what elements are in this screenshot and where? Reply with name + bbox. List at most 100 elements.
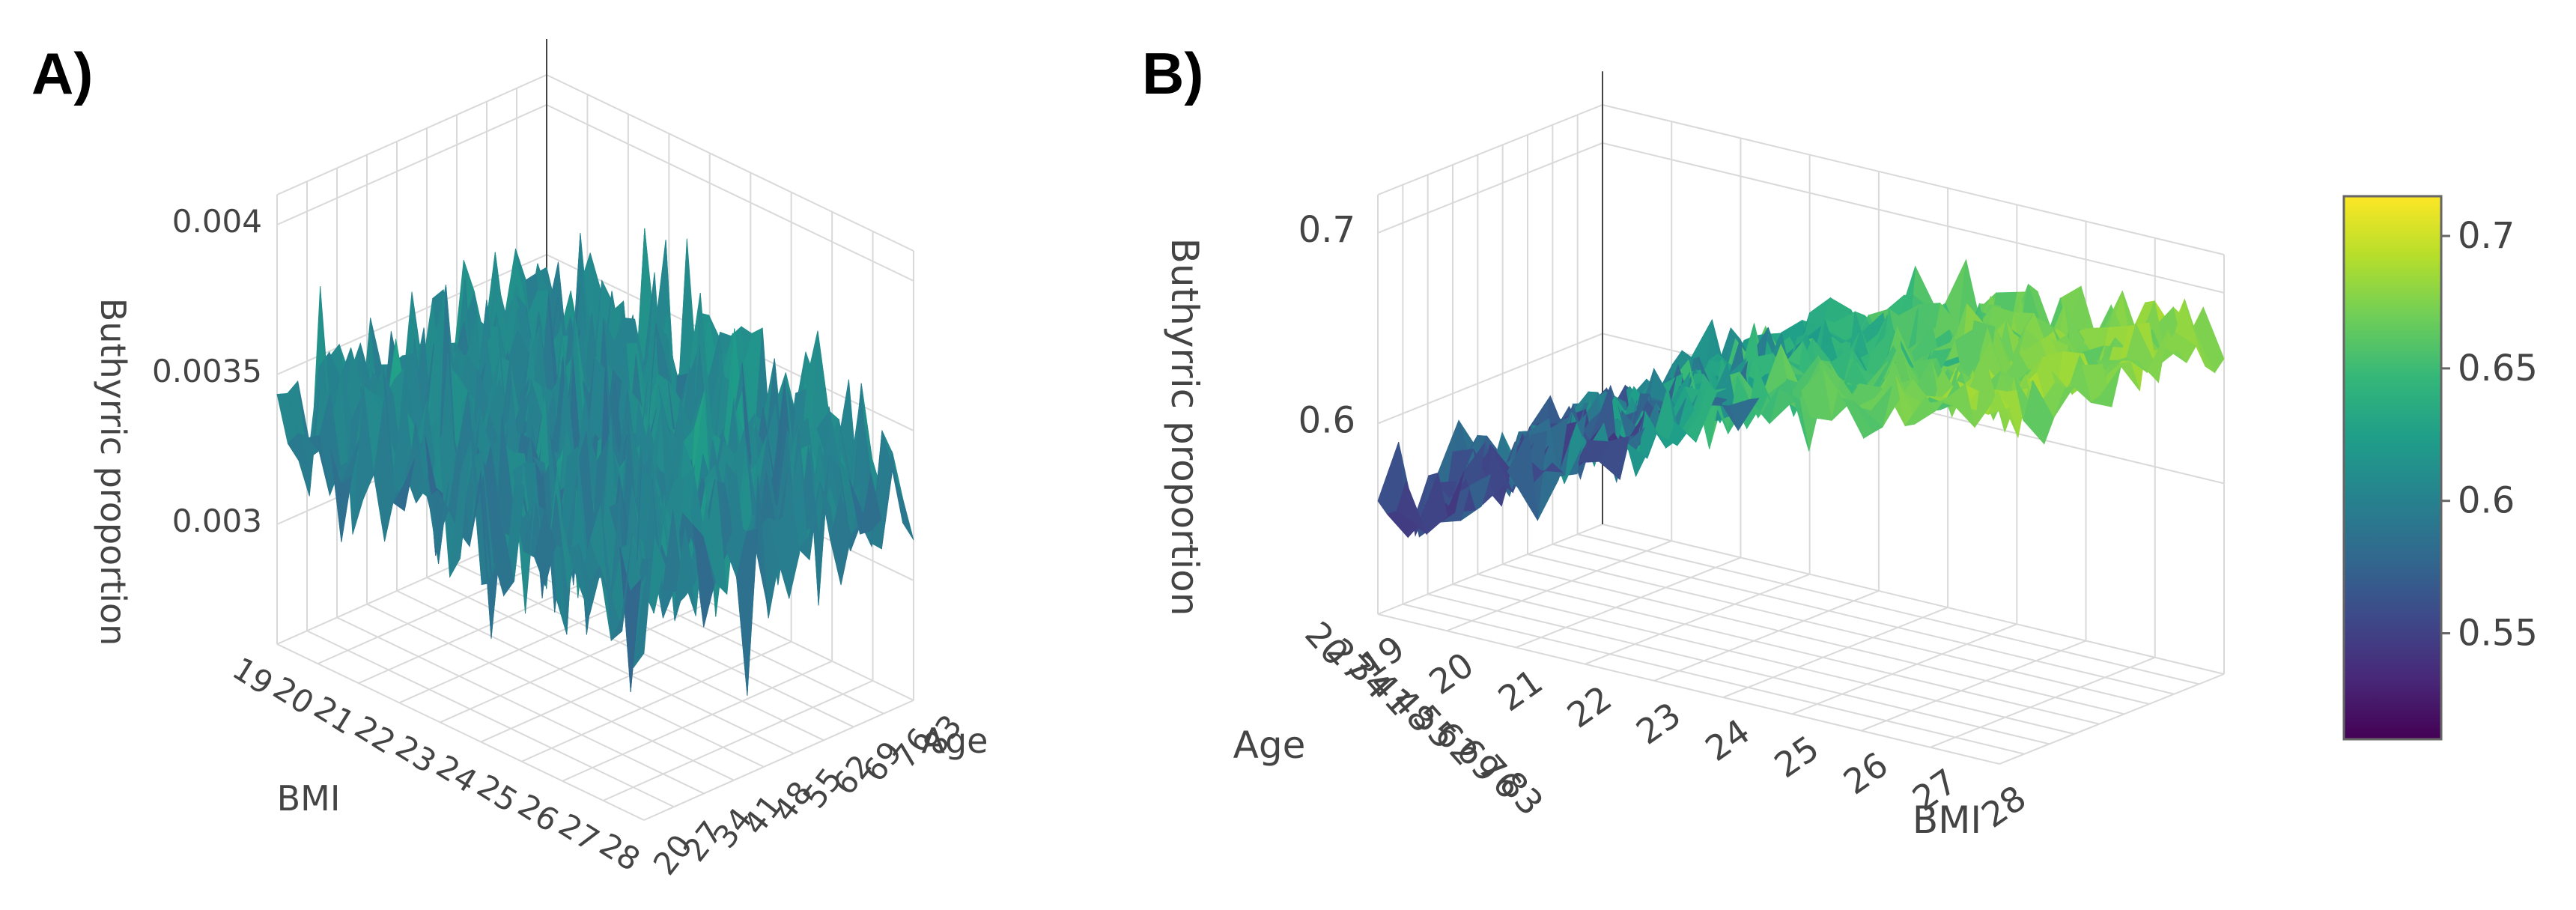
surface-cell xyxy=(470,470,492,639)
surface-cell xyxy=(1974,353,2005,432)
x-tick-label: 20 xyxy=(1422,644,1481,703)
floor-grid-line xyxy=(1585,573,1811,665)
colorbar: 0.55 0.6 0.65 0.7 xyxy=(2342,195,2538,741)
panel-a-x-axis-title: BMI xyxy=(277,778,341,819)
floor-grid-line xyxy=(643,700,914,821)
z-tick-label: 0.7 xyxy=(1298,209,1355,251)
panel-a-surface xyxy=(276,228,914,696)
panel-a-y-axis-title: Age xyxy=(922,721,988,761)
surface-cell xyxy=(373,399,395,542)
x-tick-label: 28 xyxy=(1974,777,2033,836)
floor-grid-line xyxy=(1552,543,2175,695)
floor-grid-line xyxy=(1452,583,2075,735)
z-tick-label: 0.004 xyxy=(172,203,262,240)
surface-cell xyxy=(798,482,821,561)
surface-cell xyxy=(308,434,330,496)
wall-frame-line xyxy=(276,73,914,252)
floor-grid-line xyxy=(1477,573,2100,725)
panel-b-surface-chart: B) 19 20 21 22 23 24 25 26 27 2820273441485562697… xyxy=(1142,40,2225,842)
surface-cell xyxy=(1599,435,1630,480)
floor-grid-line xyxy=(1403,603,2025,755)
floor-grid-line xyxy=(396,589,765,768)
floor-grid-line xyxy=(1502,563,2124,715)
surface-cell xyxy=(1748,387,1779,425)
surface-cell xyxy=(330,449,353,542)
surface-cell xyxy=(393,458,416,512)
surface-cell xyxy=(1987,389,2019,437)
floor-grid-line xyxy=(1722,607,1948,699)
floor-grid-line xyxy=(562,660,833,782)
surface-cell xyxy=(674,527,696,622)
surface-cell xyxy=(1386,511,1418,539)
floor-grid-line xyxy=(366,603,735,781)
floor-grid-line xyxy=(1791,623,2017,715)
floor-grid-line xyxy=(603,679,873,801)
surface-cell xyxy=(480,443,503,586)
colorbar-gradient xyxy=(2342,195,2443,741)
surface-cell xyxy=(2090,365,2121,407)
surface-cell xyxy=(298,386,321,497)
floor-grid-line xyxy=(1653,589,1880,682)
surface-cell xyxy=(692,524,714,628)
x-tick-label: 25 xyxy=(1767,727,1826,786)
floor-grid-line xyxy=(1516,556,1741,649)
floor-grid-line xyxy=(426,577,795,755)
floor-grid-line xyxy=(336,616,705,795)
surface-cell xyxy=(1707,397,1739,431)
surface-cell xyxy=(492,526,514,597)
surface-cell xyxy=(2023,380,2054,445)
panel-b-y-axis-title: Age xyxy=(1233,724,1306,767)
wall-frame-line xyxy=(1377,103,2225,255)
floor-grid-line xyxy=(1527,553,2150,705)
surface-cell xyxy=(2193,306,2225,374)
panel-b-grid xyxy=(1377,71,2225,765)
x-tick-label: 26 xyxy=(1836,744,1895,803)
panel-a-label: A) xyxy=(31,40,93,106)
surface-cell xyxy=(610,533,633,641)
surface-cell xyxy=(1531,462,1563,485)
floor-grid-line xyxy=(440,601,711,724)
x-tick-label: 23 xyxy=(1629,694,1688,753)
surface-cell xyxy=(633,536,655,669)
panel-b-label: B) xyxy=(1142,40,1203,106)
floor-grid-line xyxy=(306,630,675,808)
surface-cell xyxy=(427,474,449,565)
surface-cell xyxy=(1842,398,1874,439)
floor-grid-line xyxy=(276,643,645,821)
surface-cell xyxy=(736,527,759,696)
floor-grid-line xyxy=(486,550,854,728)
floor-grid-line xyxy=(1602,524,2225,675)
surface-cell xyxy=(556,446,578,635)
surface-cell xyxy=(2117,357,2148,373)
floor-grid-line xyxy=(1446,540,1672,632)
floor-grid-line xyxy=(480,621,751,743)
floor-grid-line xyxy=(1577,533,2199,685)
surface-cell xyxy=(892,470,914,541)
surface-cell xyxy=(1944,383,1975,428)
panel-b-surface xyxy=(1377,258,2225,539)
surface-cell xyxy=(534,509,556,587)
surface-cell xyxy=(860,430,883,548)
surface-cell xyxy=(1626,433,1657,478)
floor-grid-line xyxy=(1427,593,2050,745)
x-tick-label: 24 xyxy=(1698,711,1757,769)
panel-a-z-axis-title: Buthyrric proportion xyxy=(93,298,133,646)
colorbar-ticks: 0.55 0.6 0.65 0.7 xyxy=(2441,215,2538,655)
colorbar-tick-label: 0.6 xyxy=(2458,480,2515,522)
surface-cell xyxy=(859,473,882,535)
wall-grid-line xyxy=(276,103,914,282)
x-tick-label: 22 xyxy=(1560,678,1619,736)
colorbar-tick-label: 0.7 xyxy=(2458,215,2515,257)
z-tick-label: 0.003 xyxy=(172,503,262,539)
surface-cell xyxy=(1778,379,1810,452)
panel-b-x-axis-title: BMI xyxy=(1913,798,1981,842)
wall-grid-line xyxy=(1377,142,2225,294)
floor-grid-line xyxy=(1999,673,2225,765)
floor-grid-line xyxy=(1861,640,2086,732)
surface-cell xyxy=(830,494,852,586)
panel-b-z-axis-title: Buthyrric proportion xyxy=(1163,238,1206,616)
z-tick-label: 0.0035 xyxy=(152,353,262,389)
surface-cell xyxy=(1507,430,1538,521)
